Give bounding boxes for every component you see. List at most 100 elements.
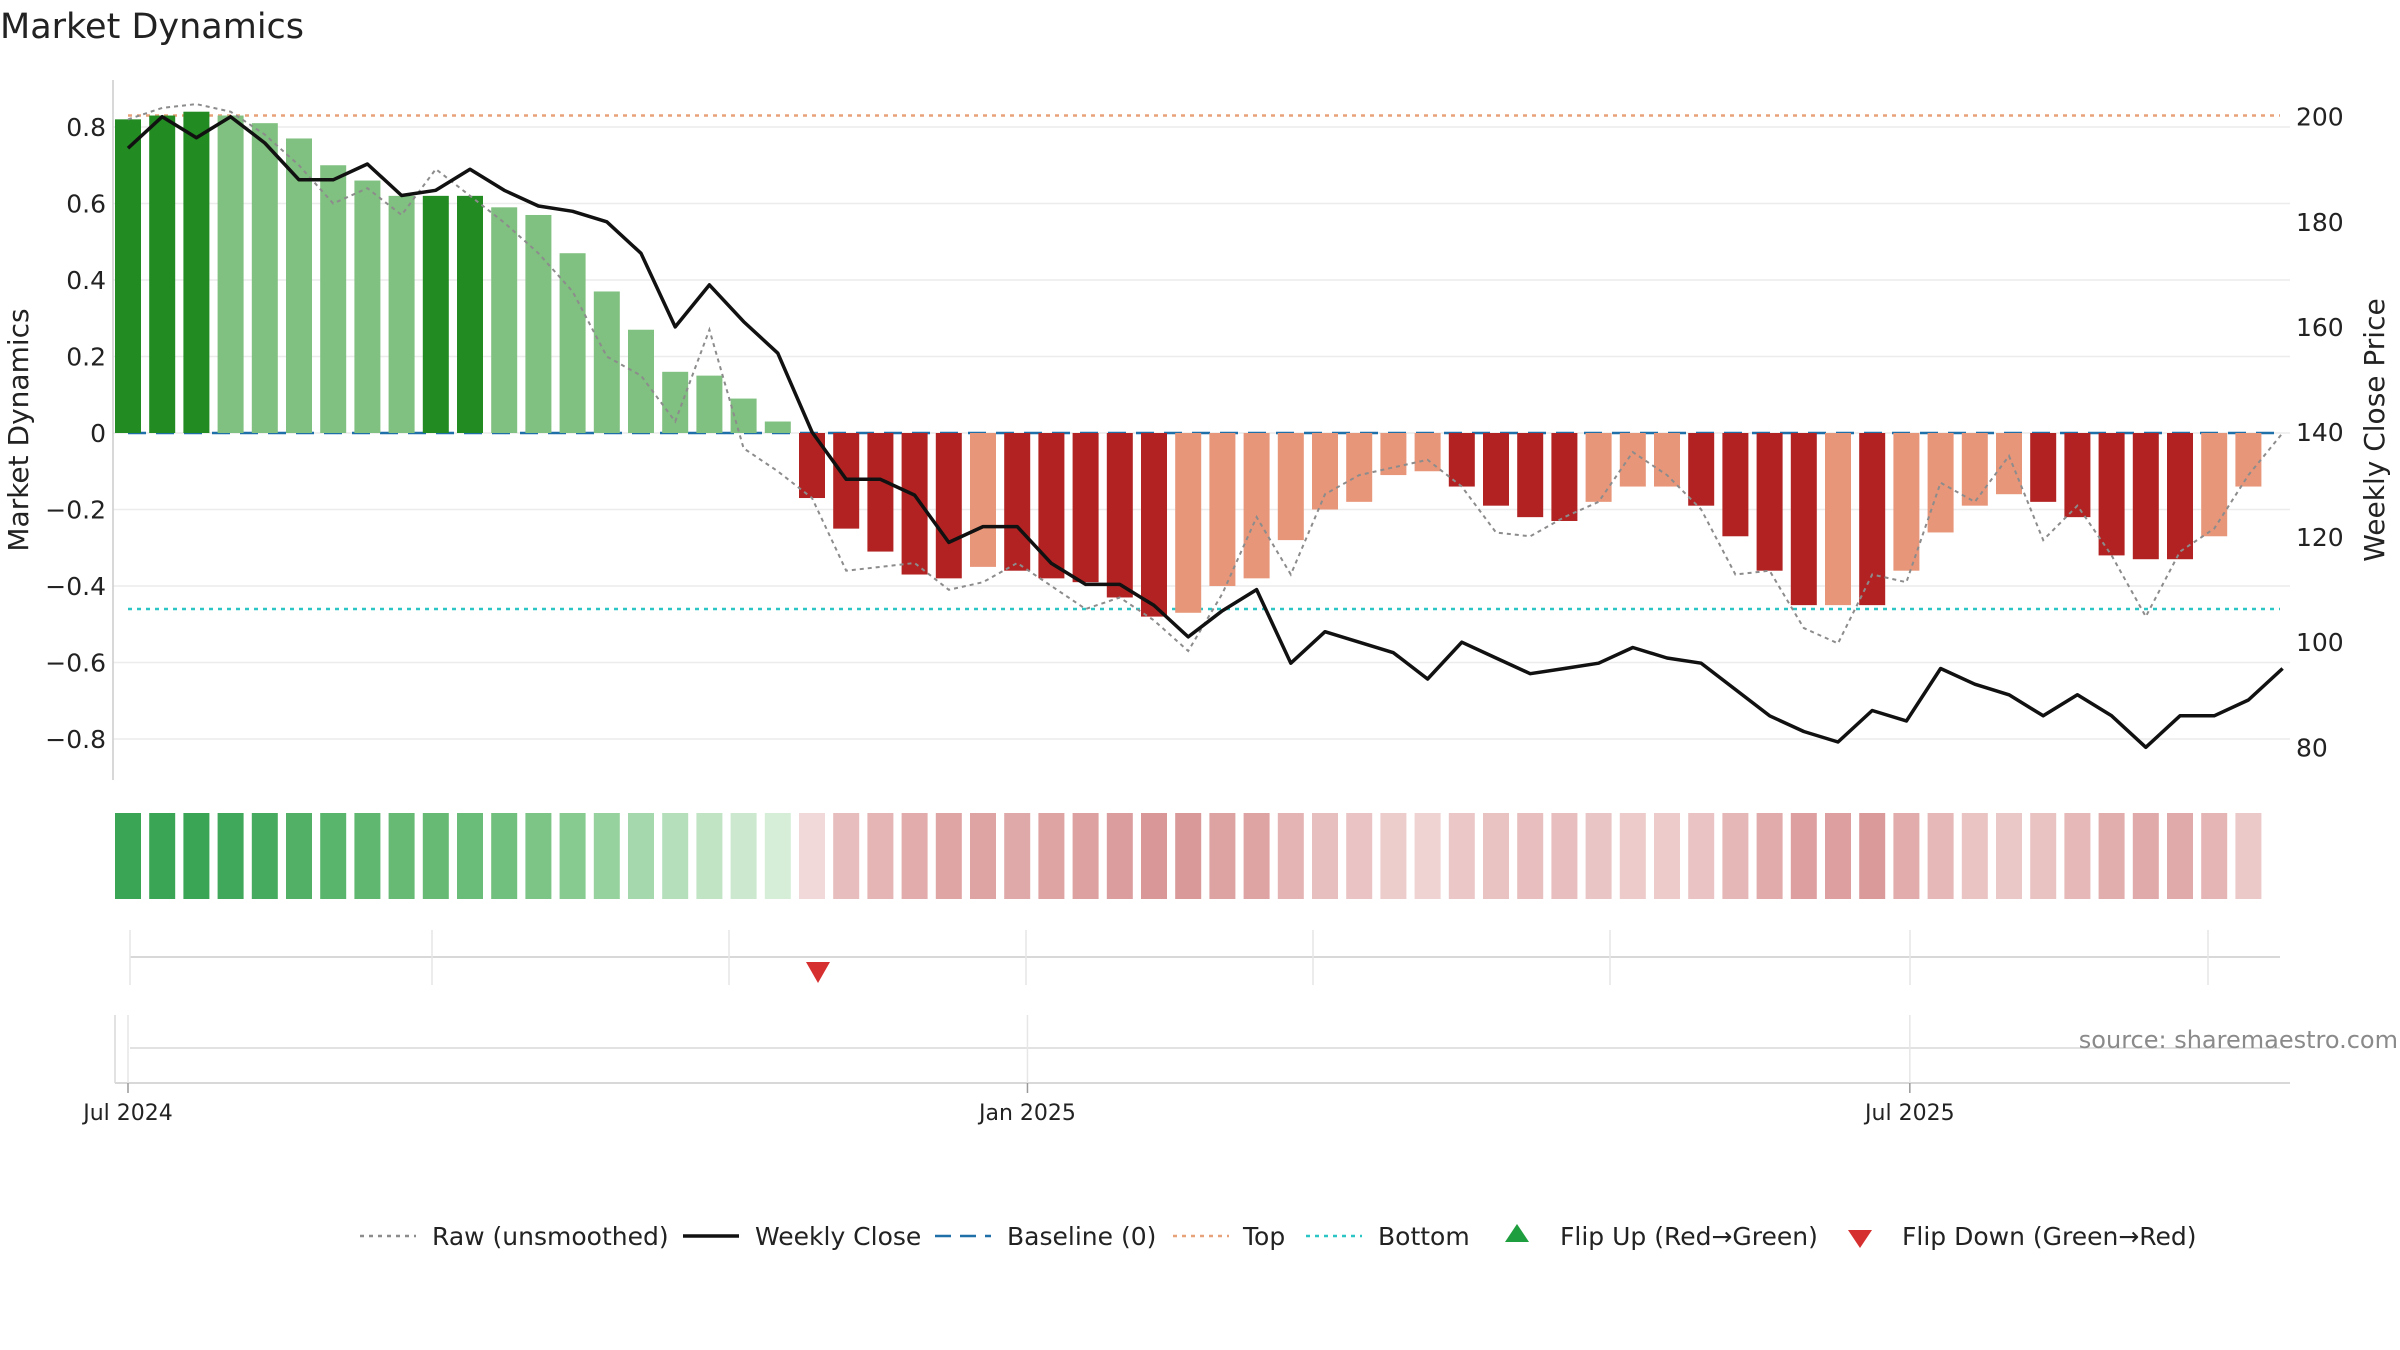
legend-swatch-flip-down [1848, 1230, 1872, 1248]
legend-swatch-flip-up [1505, 1224, 1529, 1242]
dynamics-bar [1141, 433, 1167, 617]
dynamics-bar [2030, 433, 2057, 502]
left-tick-label: 0.4 [66, 266, 106, 295]
trend-strip-cell [1414, 813, 1441, 899]
left-tick-label: 0.8 [66, 113, 106, 142]
trend-strip-cell [422, 813, 449, 899]
trend-strip-cell [251, 813, 278, 899]
dynamics-bar [2098, 433, 2125, 556]
x-tick-label: Jul 2025 [1863, 1101, 1955, 1126]
trend-strip-cell [764, 813, 791, 899]
trend-strip-cell [1551, 813, 1578, 899]
dynamics-bar [2132, 433, 2159, 560]
trend-strip-cell [1072, 813, 1099, 899]
trend-strip-cell [867, 813, 894, 899]
dynamics-bar [1996, 433, 2022, 495]
dynamics-bar [1380, 433, 1407, 476]
trend-strip-cell [1756, 813, 1783, 899]
dynamics-bar [457, 195, 483, 433]
dynamics-bar [388, 195, 415, 433]
dynamics-bar [1483, 433, 1509, 506]
legend-item: Weekly Close [683, 1222, 921, 1251]
trend-strip-cell [1448, 813, 1475, 899]
dynamics-bar [1448, 433, 1475, 487]
dynamics-bar [1585, 433, 1612, 502]
trend-strip-cell [115, 813, 141, 899]
weekly-close-series [126, 114, 2284, 750]
dynamics-bar [1209, 433, 1236, 586]
right-tick-label: 100 [2296, 628, 2344, 657]
dynamics-bar [149, 115, 176, 434]
trend-strip-cell [730, 813, 757, 899]
date-axis-panel [114, 1015, 2290, 1084]
right-tick-label: 160 [2296, 313, 2344, 342]
trend-strip-cell [1996, 813, 2022, 899]
left-tick-label: −0.8 [45, 725, 106, 754]
trend-strip-cell [901, 813, 928, 899]
flip-down-marker [806, 962, 830, 983]
trend-strip-cell [1722, 813, 1749, 899]
trend-strip-cell [1790, 813, 1817, 899]
legend-label: Bottom [1378, 1222, 1470, 1251]
dynamics-bar [1414, 433, 1441, 472]
trend-strip-cell [2132, 813, 2159, 899]
trend-strip-cell [1277, 813, 1304, 899]
dynamics-bar [1517, 433, 1544, 518]
left-axis-label: Market Dynamics [2, 308, 35, 551]
left-tick-label: −0.2 [45, 496, 106, 525]
dynamics-bar [628, 329, 654, 433]
dynamics-bar [286, 138, 312, 433]
trend-strip-cell [1619, 813, 1646, 899]
dynamics-bar [422, 195, 449, 433]
dynamics-bar [970, 433, 996, 567]
trend-strip-cell [2201, 813, 2228, 899]
raw-series-line [127, 103, 2284, 653]
trend-strip [115, 813, 2262, 899]
left-tick-label: 0 [90, 419, 106, 448]
dynamics-bar [2167, 433, 2193, 560]
trend-strip-cell [1825, 813, 1851, 899]
dynamics-bar [901, 433, 928, 575]
trend-strip-cell [662, 813, 689, 899]
trend-strip-cell [935, 813, 962, 899]
trend-strip-cell [1517, 813, 1544, 899]
right-axis-label: Weekly Close Price [2358, 298, 2391, 561]
dynamics-bar [764, 421, 791, 433]
dynamics-bar [1106, 433, 1133, 598]
trend-strip-cell [1312, 813, 1338, 899]
legend-item: Flip Down (Green→Red) [1848, 1222, 2197, 1251]
trend-strip-cell [1483, 813, 1509, 899]
dynamics-bar [1038, 433, 1065, 579]
legend-item: Flip Up (Red→Green) [1505, 1222, 1818, 1251]
dynamics-bar [1175, 433, 1202, 613]
legend-item: Baseline (0) [935, 1222, 1156, 1251]
trend-strip-cell [217, 813, 244, 899]
legend-label: Raw (unsmoothed) [432, 1222, 669, 1251]
dynamics-bar [115, 119, 141, 433]
dynamics-bar [1277, 433, 1304, 541]
dynamics-bar [1756, 433, 1783, 571]
dynamics-bar [1619, 433, 1646, 487]
trend-strip-cell [1209, 813, 1236, 899]
trend-strip-cell [286, 813, 312, 899]
trend-strip-cell [354, 813, 381, 899]
legend-label: Baseline (0) [1007, 1222, 1156, 1251]
trend-strip-cell [696, 813, 723, 899]
trend-strip-cell [970, 813, 996, 899]
right-tick-label: 200 [2296, 103, 2344, 132]
legend-item: Bottom [1306, 1222, 1470, 1251]
trend-strip-cell [183, 813, 210, 899]
dynamics-bar [183, 111, 210, 433]
trend-strip-cell [1961, 813, 1988, 899]
dynamics-bar [1688, 433, 1715, 506]
dynamics-bar [1722, 433, 1749, 537]
dynamics-bar [251, 123, 278, 434]
x-tick-label: Jan 2025 [977, 1101, 1076, 1126]
dynamics-bar [1551, 433, 1578, 521]
left-tick-label: −0.4 [45, 572, 106, 601]
legend-label: Flip Down (Green→Red) [1902, 1222, 2197, 1251]
trend-strip-cell [1175, 813, 1202, 899]
weekly-close-line [126, 114, 2284, 750]
dynamics-bar [1961, 433, 1988, 506]
dynamics-bar [1859, 433, 1886, 606]
